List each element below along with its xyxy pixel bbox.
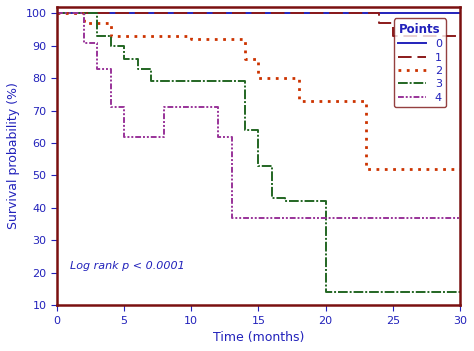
Y-axis label: Survival probability (%): Survival probability (%) <box>7 82 20 230</box>
Text: Log rank p < 0.0001: Log rank p < 0.0001 <box>70 261 185 271</box>
X-axis label: Time (months): Time (months) <box>213 331 304 344</box>
Legend: 0, 1, 2, 3, 4: 0, 1, 2, 3, 4 <box>394 19 447 107</box>
